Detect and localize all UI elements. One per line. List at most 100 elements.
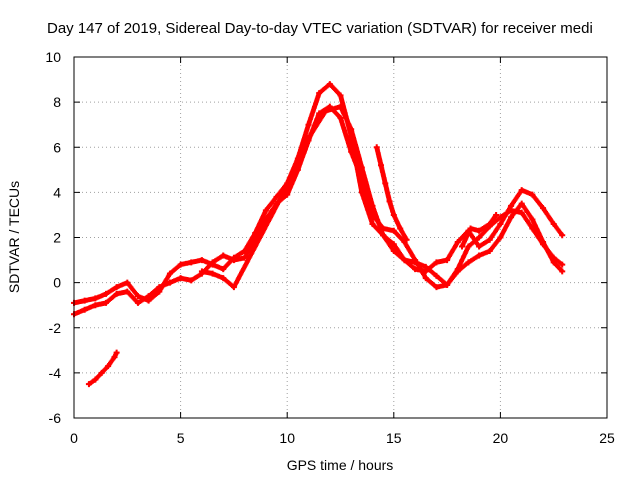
series-trace-e	[373, 144, 410, 243]
data-point	[92, 302, 99, 309]
data-point	[412, 266, 419, 273]
x-tick-label: 20	[493, 430, 509, 446]
y-tick-label: 0	[53, 275, 61, 291]
x-tick-label: 15	[386, 430, 402, 446]
data-point	[316, 110, 323, 117]
data-point	[459, 243, 466, 250]
data-point	[102, 299, 109, 306]
data-point	[508, 207, 515, 214]
x-axis-title: GPS time / hours	[287, 457, 394, 473]
data-point	[465, 243, 472, 250]
x-tick-label: 0	[70, 430, 78, 446]
data-point	[358, 164, 365, 171]
data-point	[518, 187, 525, 194]
data-point	[284, 182, 291, 189]
data-point	[378, 162, 385, 169]
data-point	[373, 144, 380, 151]
data-point	[529, 216, 536, 223]
data-point	[156, 284, 163, 291]
data-point	[348, 126, 355, 133]
data-point	[444, 281, 451, 288]
y-tick-label: 6	[53, 139, 61, 155]
data-point	[550, 254, 557, 261]
data-point	[230, 257, 237, 264]
data-point	[322, 108, 329, 115]
data-point	[369, 220, 376, 227]
data-point	[497, 214, 504, 221]
data-point	[433, 272, 440, 279]
data-point	[81, 306, 88, 313]
data-point	[476, 243, 483, 250]
x-tick-label: 5	[177, 430, 185, 446]
data-point	[209, 270, 216, 277]
data-point	[433, 284, 440, 291]
axis-ticks: 0 5 10 15 20 25 -6 -4 -2 0 2 4 6 8 10	[45, 49, 615, 446]
data-point	[177, 275, 184, 282]
y-tick-label: -6	[49, 410, 62, 426]
data-point	[454, 266, 461, 273]
data-point	[305, 121, 312, 128]
data-point	[81, 297, 88, 304]
data-point	[518, 209, 525, 216]
data-point	[476, 252, 483, 259]
data-point	[444, 257, 451, 264]
data-point	[397, 225, 404, 232]
data-point	[454, 239, 461, 246]
data-point	[476, 234, 483, 241]
data-point	[390, 211, 397, 218]
data-point	[529, 191, 536, 198]
data-point	[540, 241, 547, 248]
y-tick-label: -4	[49, 365, 62, 381]
data-point	[166, 270, 173, 277]
data-point	[540, 205, 547, 212]
data-point	[486, 236, 493, 243]
y-tick-label: -2	[49, 320, 62, 336]
data-point	[105, 363, 112, 370]
data-point	[166, 279, 173, 286]
data-point	[559, 232, 566, 239]
data-point	[559, 268, 566, 275]
data-series	[71, 81, 566, 388]
data-point	[92, 376, 99, 383]
data-point	[188, 277, 195, 284]
data-point	[177, 261, 184, 268]
data-point	[486, 248, 493, 255]
series-trace-f	[459, 211, 500, 250]
data-point	[433, 259, 440, 266]
data-point	[305, 135, 312, 142]
data-point	[209, 259, 216, 266]
data-point	[124, 279, 131, 286]
data-point	[380, 232, 387, 239]
data-point	[422, 263, 429, 270]
data-point	[85, 381, 92, 388]
data-point	[198, 257, 205, 264]
data-point	[145, 293, 152, 300]
data-point	[220, 252, 227, 259]
data-point	[476, 227, 483, 234]
data-point	[493, 211, 500, 218]
data-point	[113, 290, 120, 297]
data-point	[284, 191, 291, 198]
data-point	[386, 198, 393, 205]
data-point	[98, 369, 105, 376]
data-point	[262, 207, 269, 214]
x-tick-label: 10	[279, 430, 295, 446]
data-point	[134, 293, 141, 300]
data-point	[403, 236, 410, 243]
chart-title: Day 147 of 2019, Sidereal Day-to-day VTE…	[47, 20, 593, 37]
data-point	[382, 180, 389, 187]
data-point	[467, 225, 474, 232]
y-tick-label: 8	[53, 94, 61, 110]
data-point	[508, 214, 515, 221]
data-point	[220, 275, 227, 282]
data-point	[529, 225, 536, 232]
data-point	[401, 257, 408, 264]
data-point	[102, 290, 109, 297]
data-point	[337, 114, 344, 121]
data-point	[559, 261, 566, 268]
data-point	[412, 259, 419, 266]
data-point	[497, 220, 504, 227]
data-point	[337, 103, 344, 110]
